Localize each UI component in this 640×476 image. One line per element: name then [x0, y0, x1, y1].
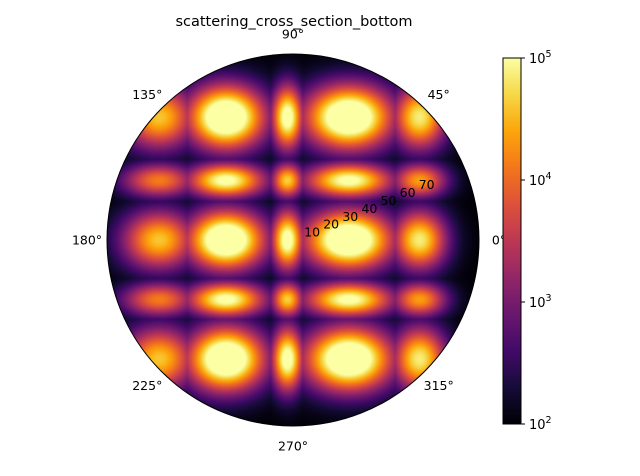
theta-tick-label: 315°: [424, 378, 454, 393]
theta-tick-label: 270°: [278, 439, 308, 454]
polar-plot-area: [106, 53, 480, 427]
theta-tick-label: 90°: [282, 27, 304, 42]
radial-tick-label: 60: [400, 185, 416, 200]
colorbar: 102 103 104 105: [502, 49, 552, 433]
chart-title: scattering_cross_section_bottom: [175, 14, 413, 30]
colorbar-ticks: 102 103 104 105: [521, 49, 552, 433]
radial-tick-label: 70: [419, 177, 435, 192]
theta-tick-label: 180°: [72, 233, 102, 248]
radial-tick-label: 50: [381, 193, 397, 208]
theta-tick-label: 225°: [132, 378, 162, 393]
theta-tick-labels: 0°45°90°135°180°225°270°315°: [72, 27, 506, 454]
heatmap-image: [107, 54, 479, 426]
colorbar-tick-label: 104: [529, 171, 552, 189]
radial-tick-label: 10: [304, 225, 320, 240]
colorbar-tick-label: 103: [529, 293, 552, 311]
radial-tick-label: 30: [342, 209, 358, 224]
colorbar-tick-label: 102: [529, 415, 552, 433]
radial-tick-label: 40: [361, 201, 377, 216]
radial-tick-label: 20: [323, 217, 339, 232]
polar-frame: [106, 53, 480, 427]
colorbar-gradient: [503, 58, 521, 424]
theta-tick-label: 135°: [132, 87, 162, 102]
colorbar-tick-label: 105: [529, 49, 552, 67]
colorbar-frame: [502, 57, 522, 425]
theta-tick-label: 45°: [428, 87, 450, 102]
